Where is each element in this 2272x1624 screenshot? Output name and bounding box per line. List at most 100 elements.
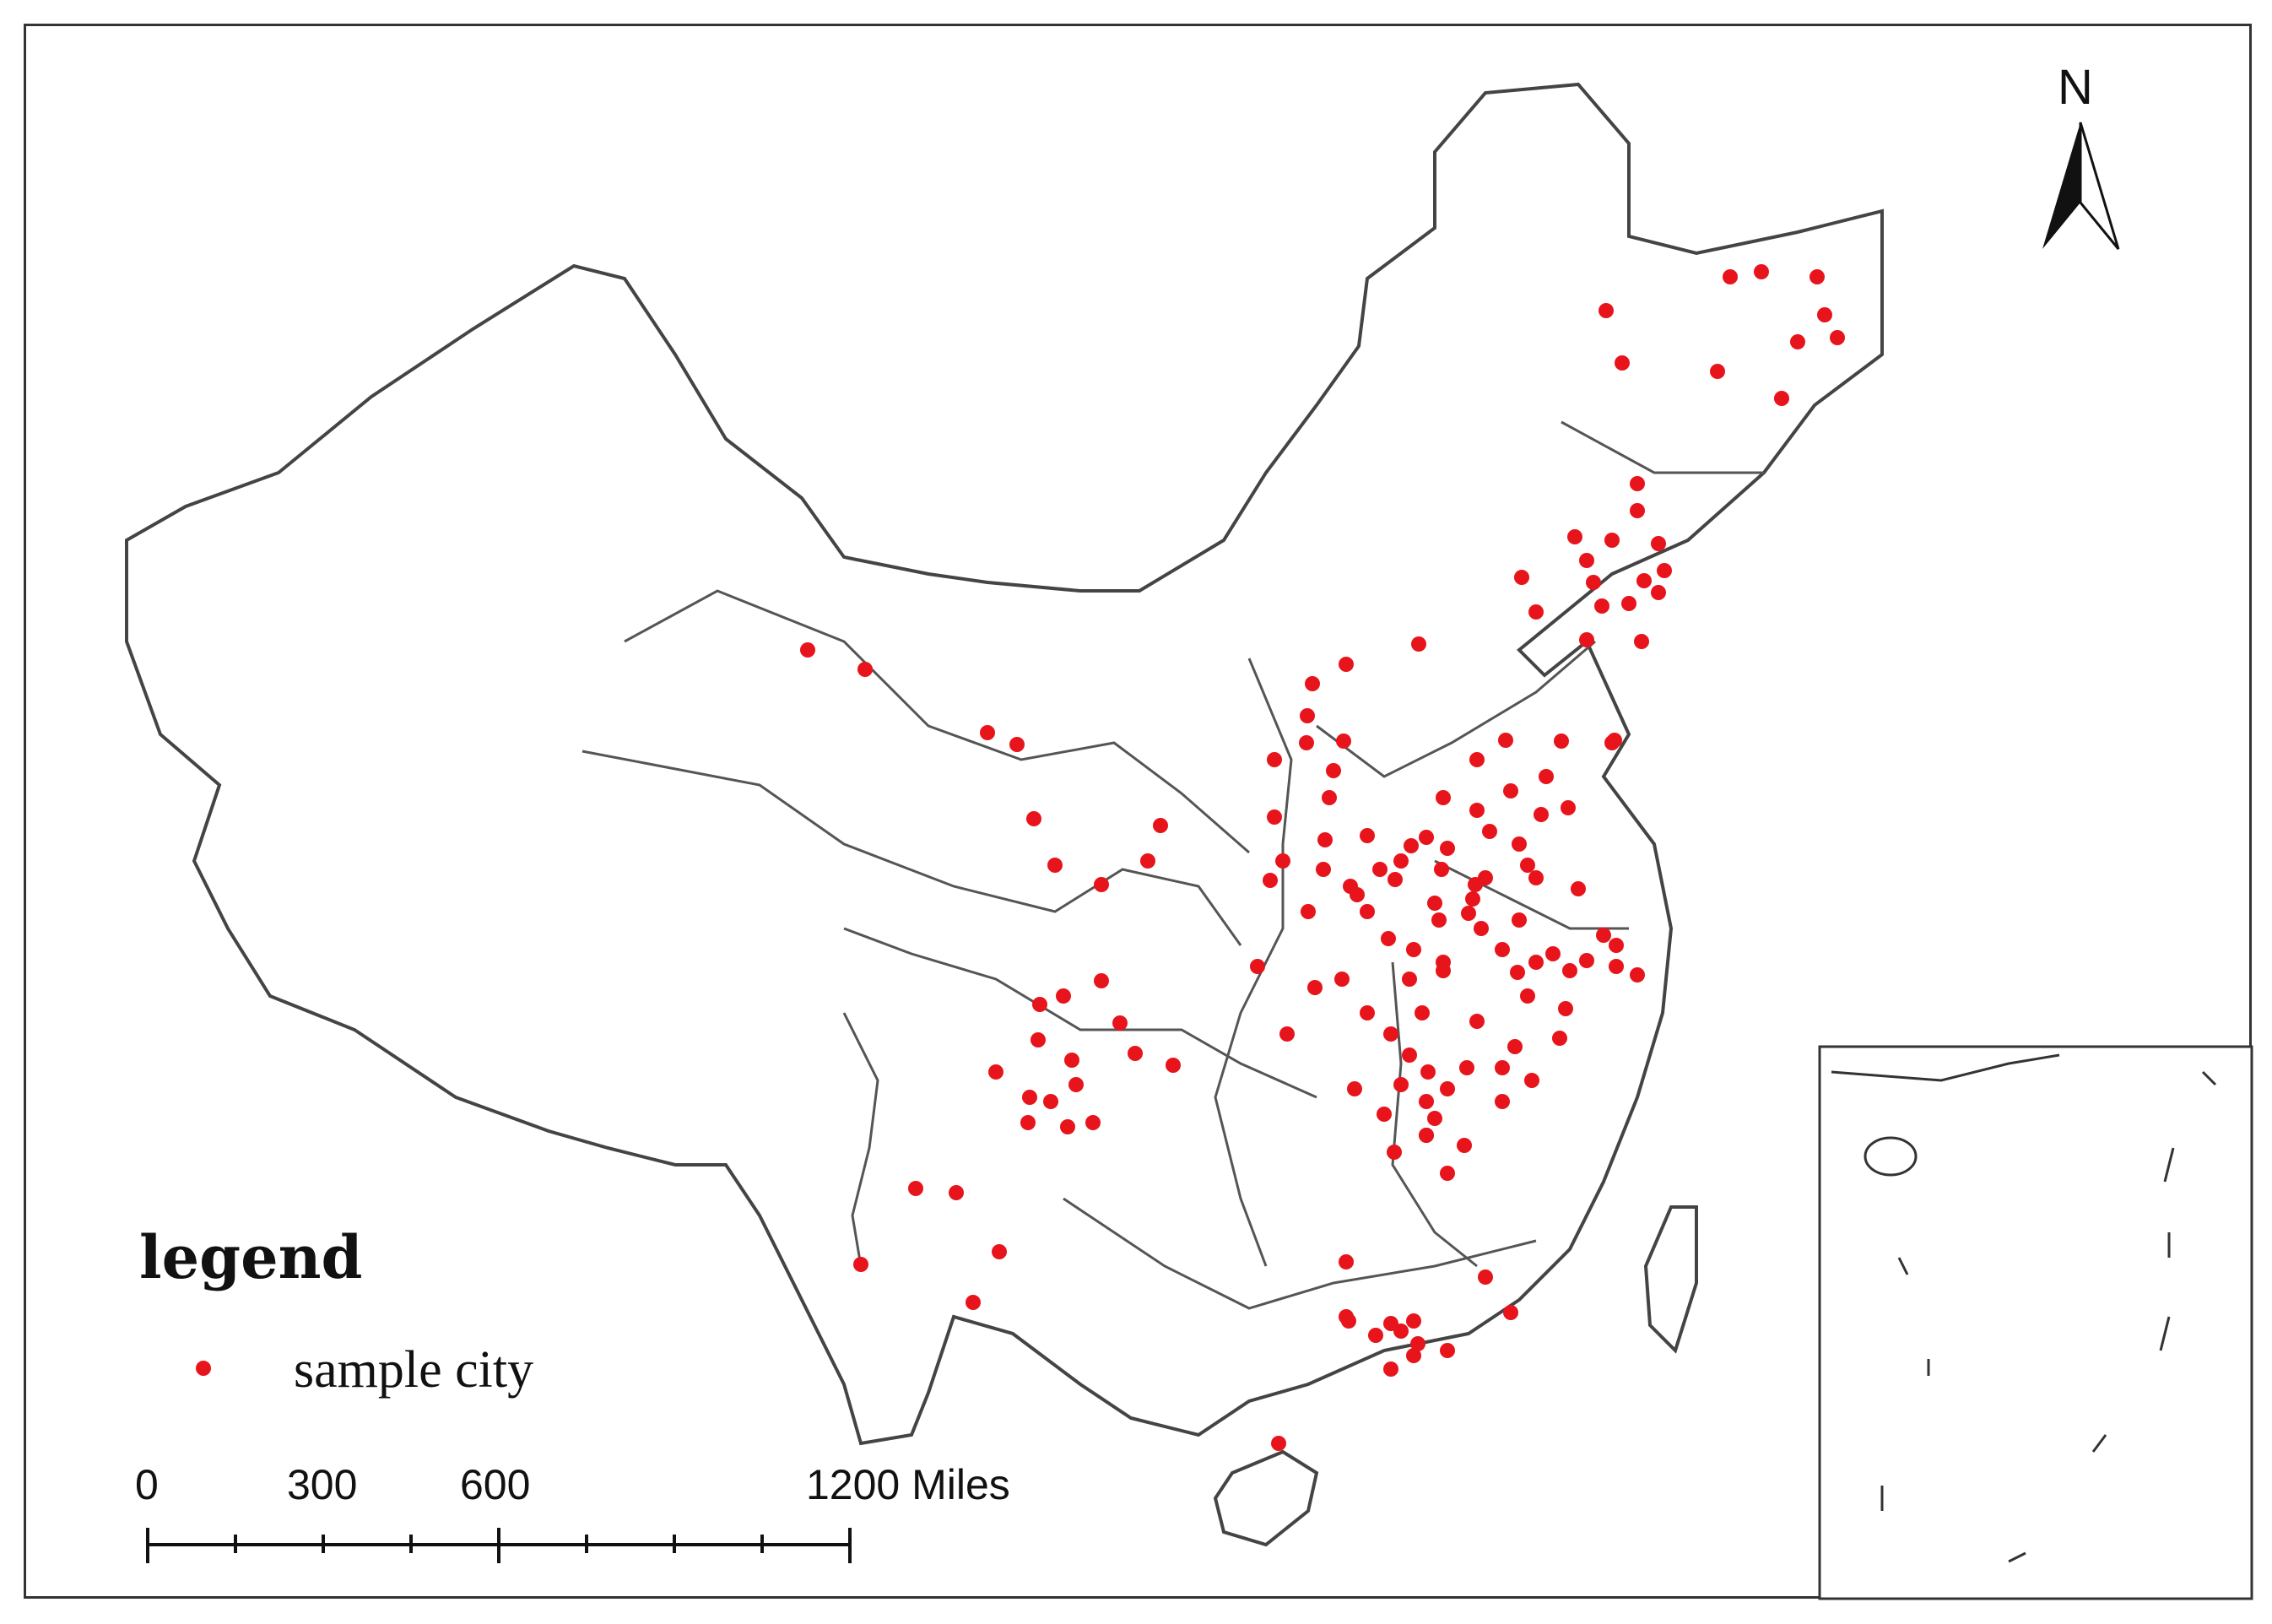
sample-city-marker xyxy=(1383,1361,1398,1377)
sample-city-marker xyxy=(1420,1064,1436,1080)
sample-city-marker xyxy=(1615,355,1630,371)
sample-city-marker xyxy=(1411,636,1426,652)
sample-city-marker xyxy=(1562,963,1577,978)
sample-city-marker xyxy=(1419,1128,1434,1143)
sample-city-marker xyxy=(1503,1305,1518,1320)
sample-city-marker xyxy=(1657,563,1672,578)
sample-city-marker xyxy=(1047,858,1063,873)
sample-city-marker xyxy=(1507,1039,1523,1054)
scale-tick-0: 0 xyxy=(135,1461,159,1508)
sample-city-marker xyxy=(1469,803,1485,818)
sample-city-marker xyxy=(1334,972,1350,987)
sample-city-marker xyxy=(1539,769,1554,784)
sample-city-marker xyxy=(1267,809,1282,825)
sample-city-marker xyxy=(1381,931,1396,946)
sample-city-marker xyxy=(1710,364,1725,379)
sample-city-marker xyxy=(1064,1053,1079,1068)
sample-city-marker xyxy=(1009,737,1025,752)
sample-city-marker xyxy=(1621,596,1636,611)
sample-city-marker xyxy=(1427,1111,1442,1126)
sample-city-marker xyxy=(1469,752,1485,767)
sample-city-marker xyxy=(1607,733,1622,748)
sample-city-marker xyxy=(1495,1094,1510,1109)
sample-city-marker xyxy=(1431,912,1447,928)
sample-city-marker xyxy=(1609,938,1624,953)
inset-box xyxy=(1818,1045,2253,1600)
taiwan-island xyxy=(1643,1205,1698,1354)
sample-city-marker xyxy=(1279,1026,1295,1042)
sample-city-marker xyxy=(1596,928,1611,943)
sample-city-marker xyxy=(857,662,873,677)
sample-city-marker xyxy=(1571,881,1586,896)
sample-city-marker xyxy=(1809,269,1825,284)
sample-city-marker xyxy=(1419,830,1434,845)
legend-title: legend xyxy=(139,1222,363,1292)
sample-city-marker xyxy=(1510,965,1525,980)
sample-city-marker xyxy=(1085,1115,1101,1130)
sample-city-marker xyxy=(1387,1145,1402,1160)
sample-city-marker xyxy=(1060,1119,1075,1134)
sample-city-marker xyxy=(1440,1081,1455,1096)
sample-city-marker xyxy=(1347,1081,1362,1096)
sample-city-marker xyxy=(1263,873,1278,888)
sample-city-marker xyxy=(800,642,815,658)
sample-city-marker xyxy=(1528,604,1544,620)
sample-city-marker xyxy=(1520,858,1535,873)
legend-item-label: sample city xyxy=(294,1341,534,1399)
sample-city-marker xyxy=(1032,997,1047,1012)
sample-city-marker xyxy=(1368,1328,1383,1343)
country-outline xyxy=(125,82,1884,1446)
sample-city-marker xyxy=(1651,536,1666,551)
sample-city-marker xyxy=(1436,955,1451,970)
sample-city-marker xyxy=(1275,853,1290,869)
sample-city-marker xyxy=(1558,1001,1573,1016)
hainan-island xyxy=(1213,1449,1319,1547)
sample-city-marker xyxy=(1140,853,1155,869)
sample-city-marker xyxy=(1383,1026,1398,1042)
sample-city-marker xyxy=(1636,573,1652,588)
sample-city-marker xyxy=(1360,904,1375,919)
sample-city-marker xyxy=(1594,598,1609,614)
sample-city-marker xyxy=(1459,1060,1474,1075)
sample-city-marker xyxy=(1406,942,1421,957)
sample-city-marker xyxy=(1495,1060,1510,1075)
sample-city-marker xyxy=(1393,1324,1409,1339)
scale-tick-600: 600 xyxy=(460,1461,531,1508)
sample-city-marker xyxy=(1388,872,1403,887)
sample-city-marker xyxy=(1465,891,1480,907)
sample-city-marker xyxy=(1561,800,1576,815)
sample-city-marker xyxy=(1316,862,1331,877)
sample-city-marker xyxy=(1068,1077,1084,1092)
sample-city-marker xyxy=(1339,1254,1354,1269)
sample-city-marker xyxy=(1043,1094,1058,1109)
sample-city-marker xyxy=(1026,811,1041,826)
sample-city-marker xyxy=(1774,391,1789,406)
sample-city-dot-icon xyxy=(196,1361,211,1376)
sample-city-marker xyxy=(1545,946,1561,961)
sample-city-marker xyxy=(1393,1077,1409,1092)
sample-city-marker xyxy=(1406,1313,1421,1329)
sample-city-marker xyxy=(1307,980,1323,995)
sample-city-marker xyxy=(1377,1107,1392,1122)
sample-cities xyxy=(800,264,1845,1451)
sample-city-marker xyxy=(949,1185,964,1200)
sample-city-marker xyxy=(1305,676,1320,691)
sample-city-marker xyxy=(1153,818,1168,833)
sample-city-marker xyxy=(1301,904,1316,919)
sample-city-marker xyxy=(1250,959,1265,974)
sample-city-marker xyxy=(1094,973,1109,988)
scale-bar xyxy=(146,1528,852,1563)
sample-city-marker xyxy=(1482,824,1497,839)
sample-city-marker xyxy=(1503,783,1518,798)
north-arrow-icon xyxy=(2042,122,2120,250)
sample-city-marker xyxy=(1461,906,1476,921)
sample-city-marker xyxy=(1495,942,1510,957)
sample-city-marker xyxy=(1579,632,1594,647)
sample-city-marker xyxy=(1586,575,1601,590)
sample-city-marker xyxy=(1634,634,1649,649)
sample-city-marker xyxy=(1372,862,1388,877)
sample-city-marker xyxy=(1317,832,1333,847)
sample-city-marker xyxy=(1579,953,1594,968)
sample-city-marker xyxy=(1609,959,1624,974)
sample-city-marker xyxy=(1404,838,1419,853)
